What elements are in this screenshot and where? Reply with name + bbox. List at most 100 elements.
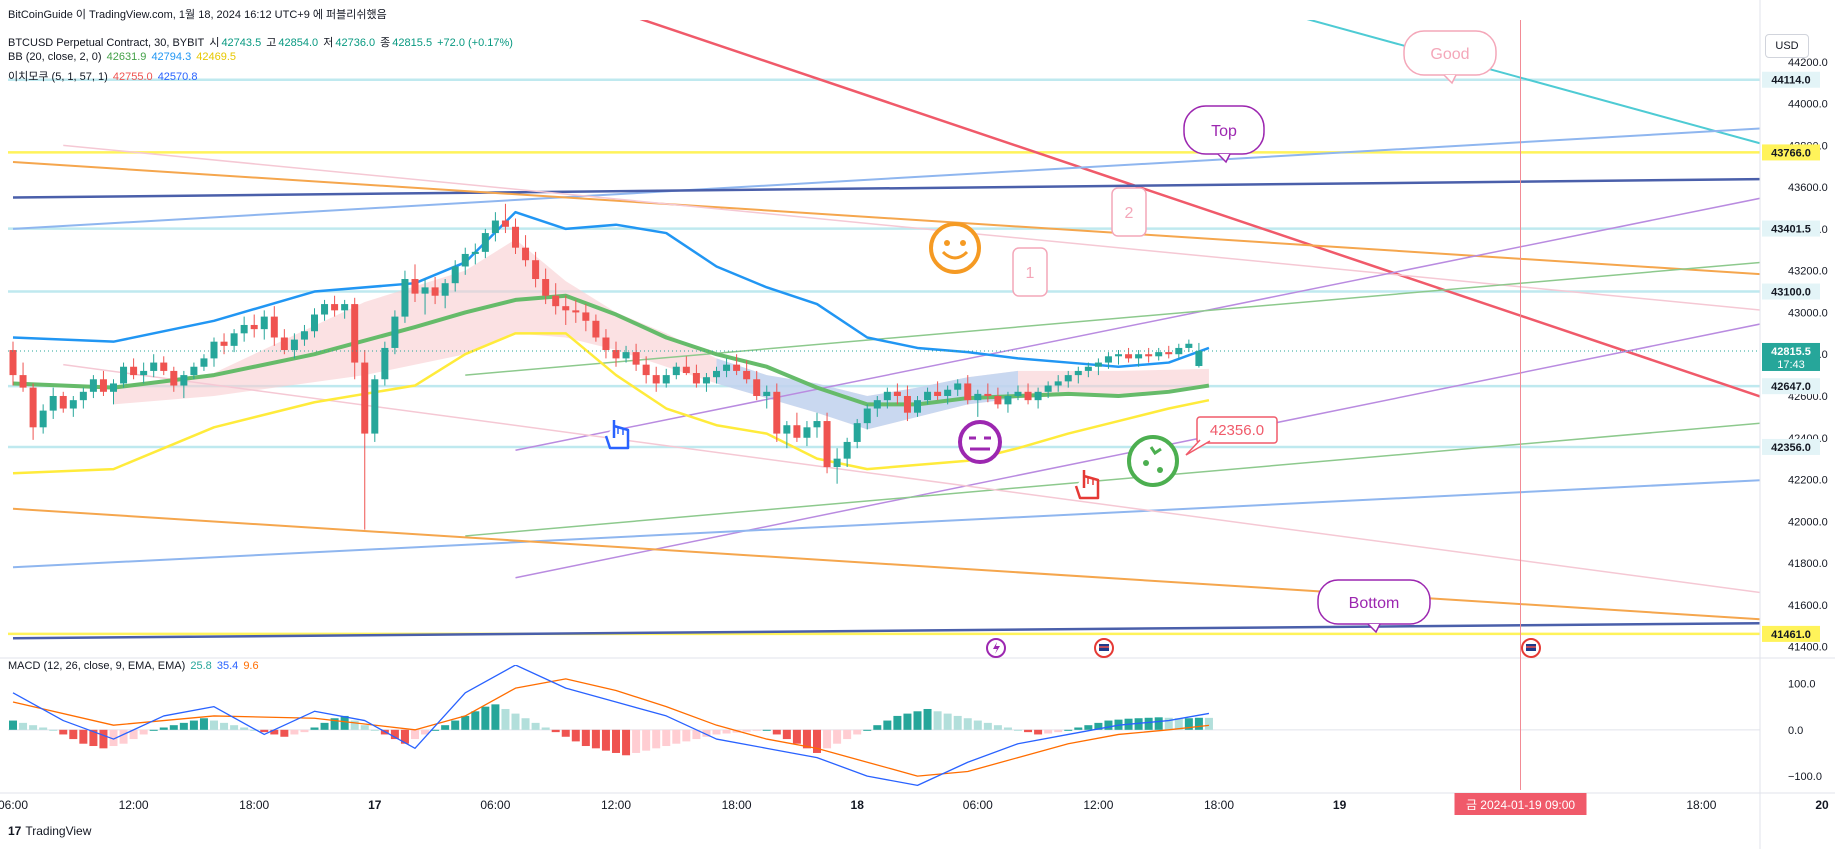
callout-bottom: Bottom [1317, 579, 1431, 634]
candle-body-36 [371, 379, 379, 434]
price-tick-13: 41600.0 [1788, 600, 1828, 612]
candle-body-67 [682, 366, 690, 374]
macd-hist-bar-22 [230, 725, 239, 730]
candle-body-70 [713, 370, 720, 378]
candle-body-98 [994, 395, 1002, 405]
candle-body-19 [200, 358, 208, 367]
macd-hist-bar-106 [1074, 727, 1083, 730]
symbol-name[interactable]: BTCUSD Perpetual Contract, 30, BYBIT [8, 37, 205, 49]
candle-body-91 [924, 391, 932, 401]
emoji-smile-icon-outline [929, 222, 981, 274]
candle-body-78 [793, 425, 801, 438]
macd-hist-bar-10 [109, 729, 118, 747]
emoji-smile-icon-mouth [941, 250, 969, 260]
time-tick-1: 12:00 [119, 798, 149, 812]
macd-hist-bar-40 [411, 729, 419, 740]
macd-hist-bar-39 [400, 729, 409, 744]
hand-pointer-red-icon-shape [1074, 470, 1100, 500]
candle-body-75 [763, 391, 771, 396]
macd-hist-bar-6 [69, 729, 78, 740]
price-label-7: 41461.0 [1771, 629, 1811, 641]
macd-hist-bar-96 [973, 720, 982, 730]
macd-hist-bar-26 [270, 729, 279, 735]
time-tick-0: 06:00 [0, 798, 28, 812]
emoji-worried-icon-eye-l [1143, 460, 1149, 466]
macd-row[interactable]: MACD (12, 26, close, 9, EMA, EMA) 25.8 3… [8, 660, 261, 672]
tradingview-footer[interactable]: 17 TradingView [8, 824, 91, 838]
macd-hist-bar-93 [943, 713, 952, 730]
macd-hist-bar-109 [1104, 720, 1113, 730]
macd-hist-bar-57 [581, 729, 590, 747]
callout-good-tail [1443, 74, 1457, 85]
symbol-row: BTCUSD Perpetual Contract, 30, BYBIT 시 42… [8, 34, 515, 50]
bb-lower-value: 42469.5 [196, 51, 237, 63]
macd-hist-bar-84 [853, 729, 862, 735]
candle-body-53 [542, 279, 550, 296]
candle-body-65 [662, 375, 670, 384]
candle-body-30 [311, 314, 318, 332]
candle-body-69 [702, 377, 710, 384]
bb-row[interactable]: BB (20, close, 2, 0) 42631.9 42794.3 424… [8, 51, 238, 63]
macd-hist-bar-18 [189, 720, 198, 730]
open-label: 시 [209, 37, 220, 49]
macd-hist-bar-16 [169, 725, 178, 730]
close-label: 종 [380, 37, 391, 49]
currency-selector[interactable]: USD [1765, 34, 1809, 58]
candle-body-21 [220, 341, 228, 346]
candle-body-45 [461, 253, 469, 267]
macd-hist-bar-14 [149, 729, 158, 731]
event-marker-bolt-icon-bolt [993, 642, 1000, 654]
candle-body-104 [1054, 381, 1062, 386]
hand-pointer-blue-icon [604, 420, 630, 450]
candle-body-85 [863, 408, 871, 424]
macd-hist-bar-90 [913, 711, 922, 730]
macd-hist-bar-20 [210, 720, 218, 730]
macd-hist-bar-2 [29, 725, 38, 730]
macd-hist-bar-114 [1154, 717, 1163, 730]
candle-body-49 [501, 220, 509, 227]
macd-hist-bar-13 [139, 729, 148, 735]
macd-hist-bar-108 [1094, 722, 1103, 730]
emoji-worried-icon-eye-r [1157, 467, 1163, 473]
price-tick-6: 43000.0 [1788, 307, 1828, 319]
macd-label: MACD (12, 26, close, 9, EMA, EMA) [8, 660, 186, 672]
candle-body-47 [481, 233, 489, 252]
macd-hist-bar-32 [330, 718, 339, 730]
macd-hist-bar-9 [99, 729, 108, 749]
time-tick-11: 19 [1333, 798, 1347, 812]
candle-body-24 [250, 324, 258, 330]
crosshair-time-label-bg [1454, 793, 1587, 815]
candle-body-17 [180, 375, 188, 386]
price-label-6: 42356.0 [1771, 442, 1811, 454]
macd-hist-bar-91 [923, 708, 932, 730]
candle-body-95 [964, 383, 972, 401]
macd-hist-bar-71 [722, 729, 731, 734]
macd-hist-bar-92 [933, 711, 942, 730]
macd-hist-bar-28 [290, 729, 299, 735]
macd-tick-2: −100.0 [1788, 771, 1822, 783]
candle-body-8 [89, 379, 97, 392]
candle-body-54 [552, 295, 560, 307]
candle-body-74 [753, 379, 761, 396]
macd-line-value: 35.4 [216, 660, 239, 672]
candle-body-10 [110, 383, 117, 392]
price-label-bg-3 [1762, 283, 1820, 300]
macd-hist-bar-102 [1034, 729, 1043, 735]
trendline-12 [63, 363, 1760, 594]
macd-hist-bar-15 [159, 727, 168, 730]
bb-label: BB (20, close, 2, 0) [8, 51, 102, 63]
candle-body-87 [883, 391, 891, 401]
time-tick-2: 18:00 [239, 798, 269, 812]
macd-hist-bar-104 [1054, 729, 1063, 733]
candle-body-23 [240, 324, 248, 334]
candle-body-18 [190, 366, 198, 376]
candle-body-112 [1135, 354, 1143, 359]
ichimoku-row[interactable]: 이치모쿠 (5, 1, 57, 1) 42755.0 42570.8 [8, 68, 199, 84]
macd-hist-bar-65 [662, 729, 671, 747]
macd-hist-bar-86 [873, 725, 882, 730]
macd-hist-bar-51 [521, 718, 530, 730]
candle-body-92 [934, 391, 942, 396]
macd-hist-bar-29 [300, 729, 309, 733]
tradingview-logo-icon: 17 [8, 824, 22, 838]
